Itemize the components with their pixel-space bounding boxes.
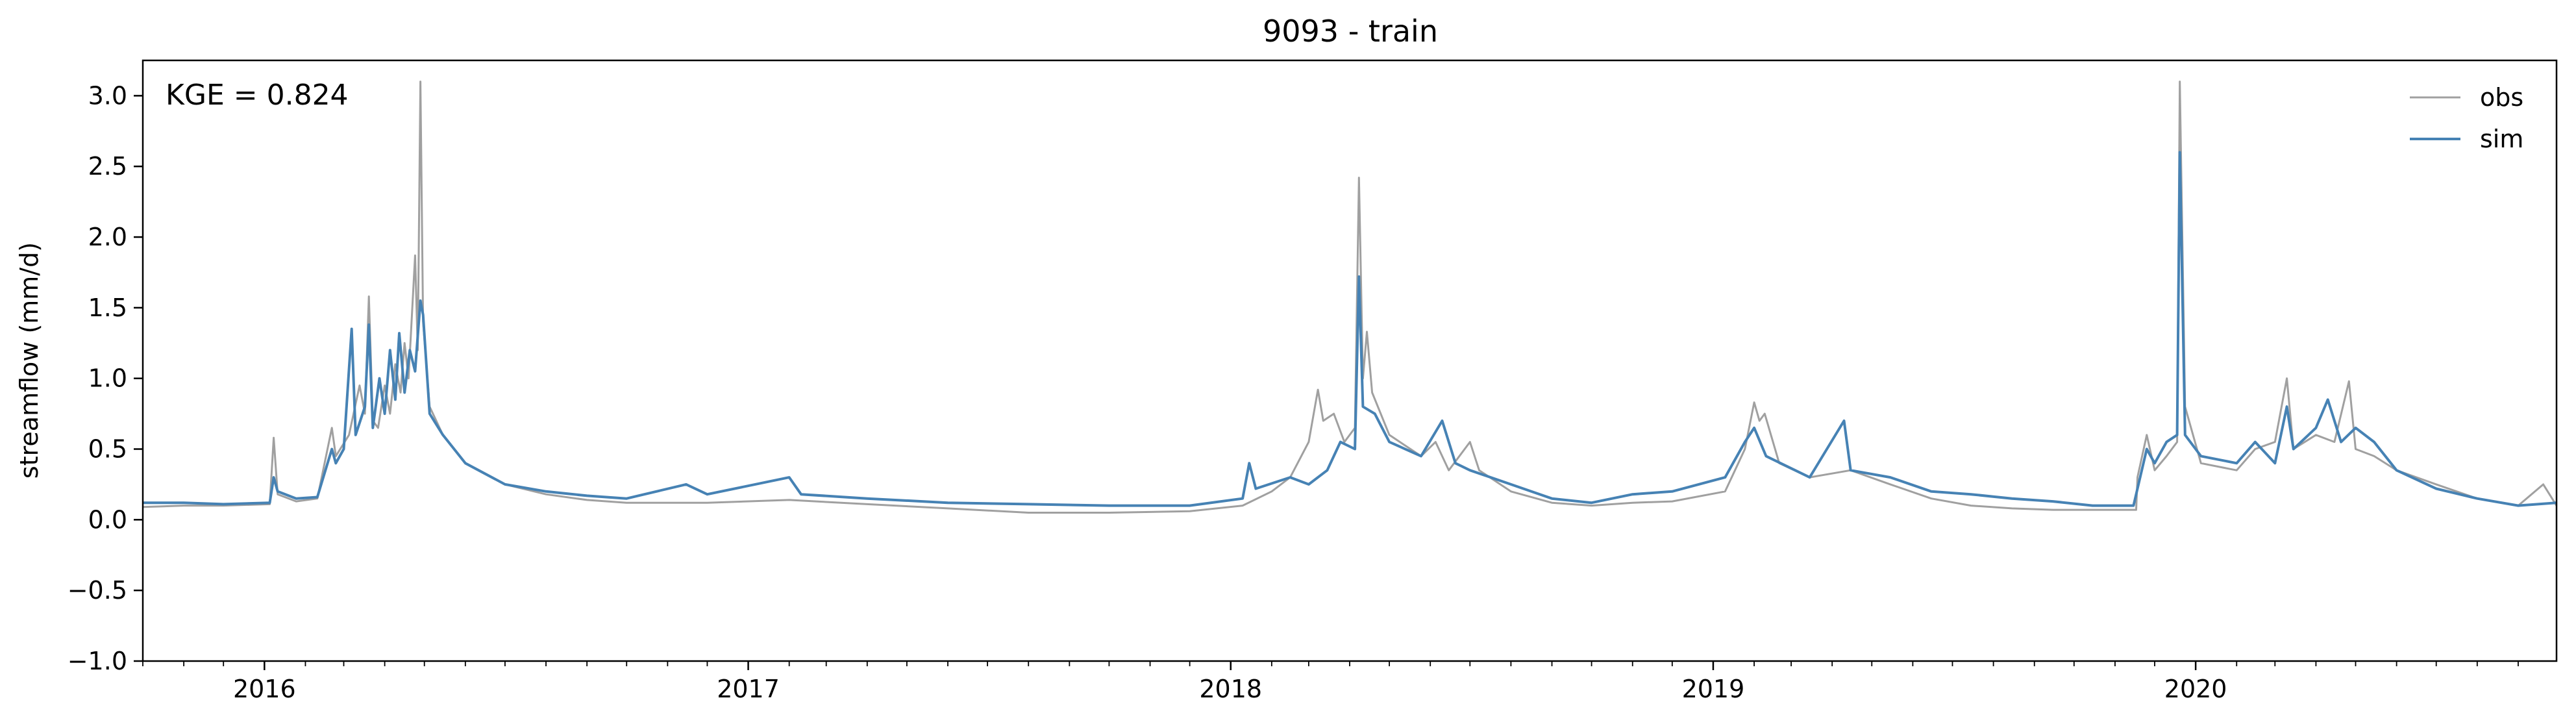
legend: obs sim — [2410, 83, 2523, 153]
x-tick-label: 2020 — [2164, 675, 2227, 703]
x-tick-label: 2018 — [1199, 675, 1262, 703]
y-tick-label: −0.5 — [68, 576, 127, 605]
y-tick-label: 2.5 — [88, 152, 127, 181]
y-tick-label: 1.5 — [88, 294, 127, 322]
series-line-obs — [143, 81, 2557, 514]
x-tick-label: 2019 — [1682, 675, 1745, 703]
y-tick-label: −1.0 — [68, 647, 127, 675]
legend-label-sim: sim — [2480, 125, 2523, 153]
y-axis: −1.0 −0.5 0.0 0.5 1.0 1.5 2.0 2.5 3.0 — [68, 81, 143, 675]
kge-annotation: KGE = 0.824 — [166, 79, 349, 112]
series-line-sim — [143, 151, 2557, 507]
y-tick-label: 2.0 — [88, 223, 127, 251]
series-layer — [143, 81, 2557, 514]
x-axis: 2016 2017 2018 2019 2020 — [142, 661, 2519, 703]
x-tick-label: 2017 — [717, 675, 780, 703]
x-tick-label: 2016 — [233, 675, 296, 703]
y-tick-label: 0.5 — [88, 435, 127, 464]
y-tick-label: 3.0 — [88, 81, 127, 110]
y-tick-label: 0.0 — [88, 505, 127, 534]
y-tick-label: 1.0 — [88, 364, 127, 393]
y-axis-label: streamflow (mm/d) — [15, 242, 43, 479]
chart-title: 9093 - train — [1263, 14, 1438, 49]
legend-label-obs: obs — [2480, 83, 2523, 112]
